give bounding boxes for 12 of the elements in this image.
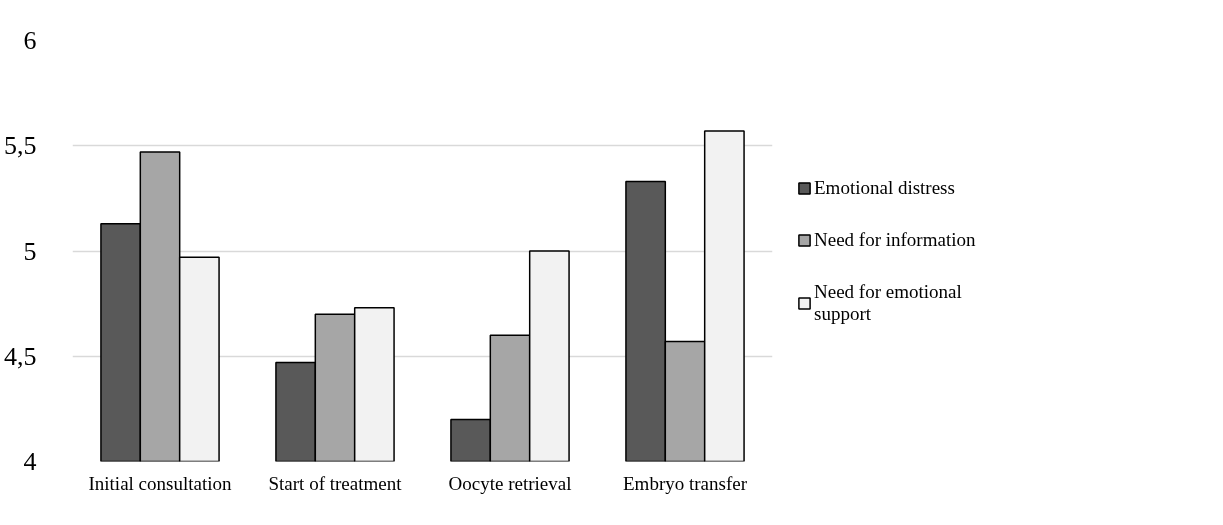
x-tick-label: Start of treatment bbox=[268, 472, 403, 494]
x-tick-label: Initial consultation bbox=[88, 472, 232, 494]
x-tick-label: Oocyte retrieval bbox=[448, 472, 572, 494]
x-tick-label: Embryo transfer bbox=[623, 472, 748, 494]
y-tick-label: 5,5 bbox=[4, 131, 37, 161]
y-tick-label: 6 bbox=[23, 26, 37, 55]
y-tick-label: 4 bbox=[23, 447, 37, 476]
y-tick-label: 5 bbox=[23, 236, 37, 266]
legend-label: Need for emotional support bbox=[814, 280, 962, 325]
y-tick-label: 4,5 bbox=[4, 341, 37, 371]
legend-label: Emotional distress bbox=[814, 176, 955, 199]
legend-label: Need for information bbox=[814, 228, 976, 251]
